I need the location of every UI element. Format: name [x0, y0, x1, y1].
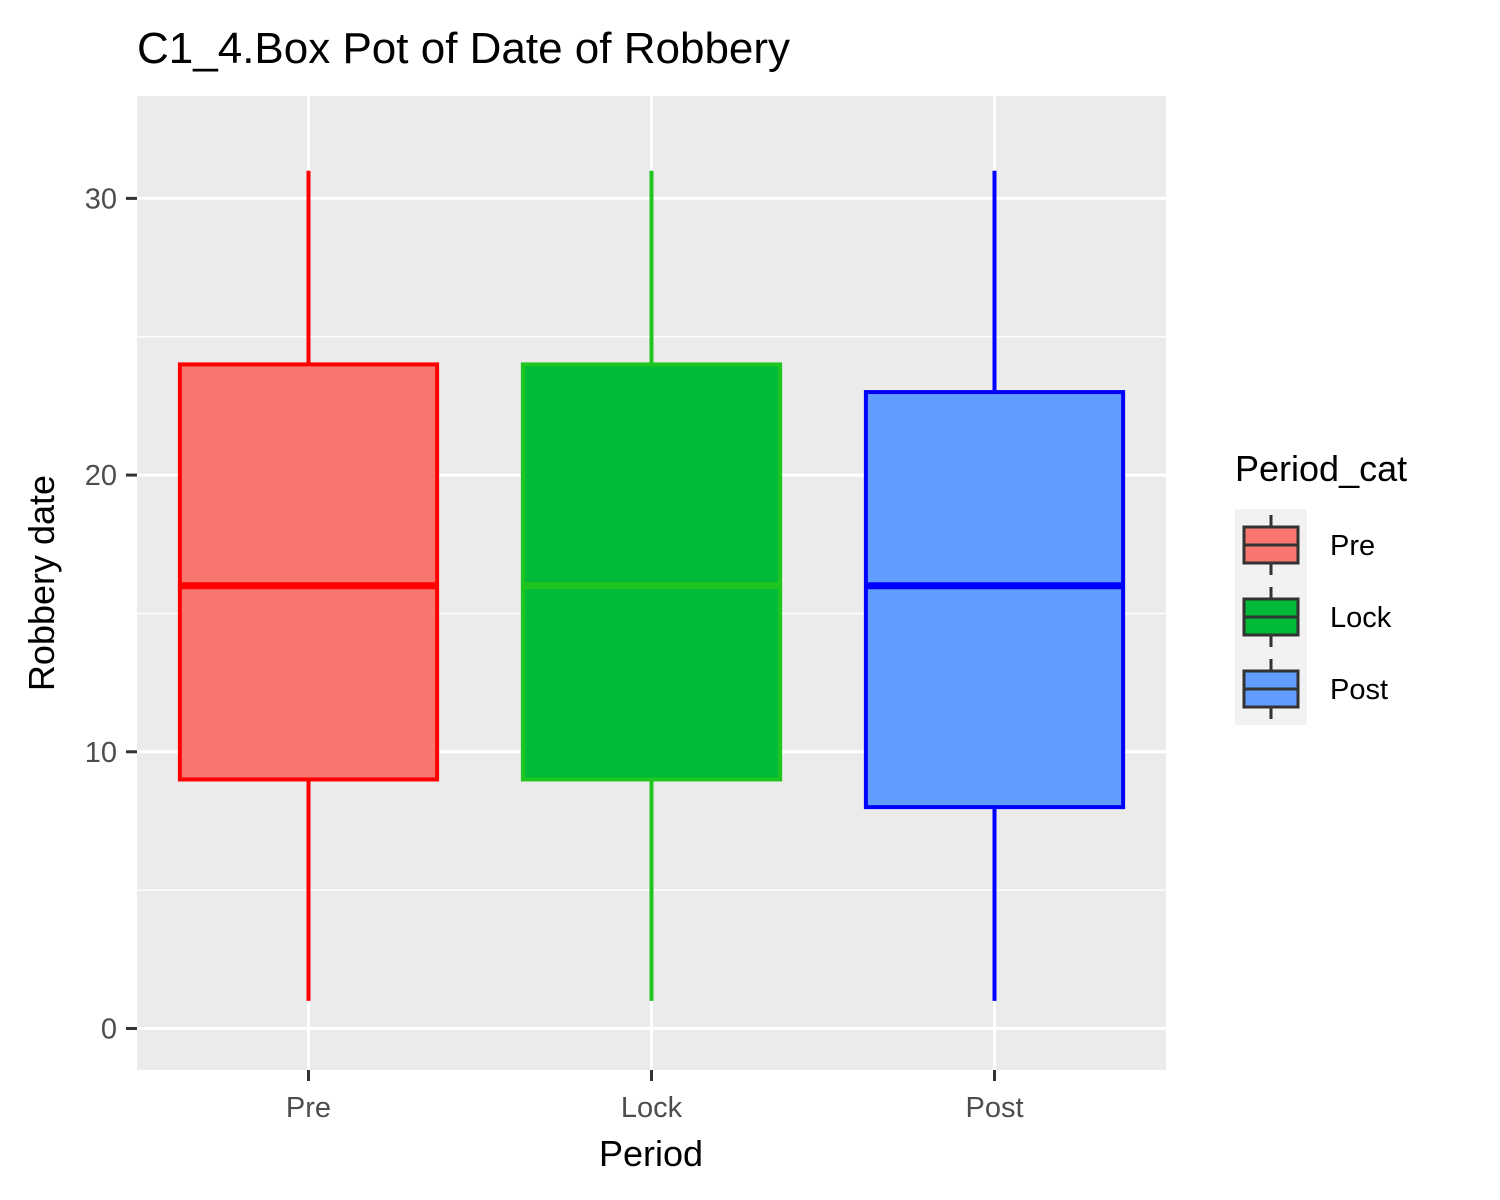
- box-iqr: [863, 390, 1126, 810]
- x-tick-label: Pre: [286, 1092, 331, 1124]
- legend-key-lock: Lock: [1235, 581, 1392, 653]
- legend: Period_cat Pre Lock Post: [1235, 448, 1407, 725]
- y-tick-label: 0: [101, 1013, 117, 1045]
- legend-title: Period_cat: [1235, 448, 1407, 489]
- legend-keys: Pre Lock Post: [1235, 509, 1392, 725]
- legend-key-post: Post: [1235, 653, 1388, 725]
- y-tick-label: 10: [85, 737, 117, 769]
- x-axis-title: Period: [599, 1133, 703, 1174]
- box-iqr: [520, 362, 783, 782]
- legend-label: Post: [1330, 674, 1388, 706]
- y-tick-label: 30: [85, 183, 117, 215]
- axes: 0 10 20 30 Pre Lock Post: [85, 183, 1024, 1124]
- x-tick-label: Post: [965, 1092, 1023, 1124]
- box-post: [863, 170, 1126, 1001]
- legend-key-pre: Pre: [1235, 509, 1375, 581]
- y-axis-title: Robbery date: [21, 475, 62, 691]
- box-lock: [520, 170, 783, 1001]
- x-tick-label: Lock: [621, 1092, 683, 1124]
- y-tick-label: 20: [85, 460, 117, 492]
- legend-label: Pre: [1330, 530, 1375, 562]
- legend-label: Lock: [1330, 602, 1392, 634]
- box-pre: [177, 170, 440, 1001]
- chart-title: C1_4.Box Pot of Date of Robbery: [137, 24, 790, 73]
- box-iqr: [177, 362, 440, 782]
- box-series: [177, 170, 1126, 1001]
